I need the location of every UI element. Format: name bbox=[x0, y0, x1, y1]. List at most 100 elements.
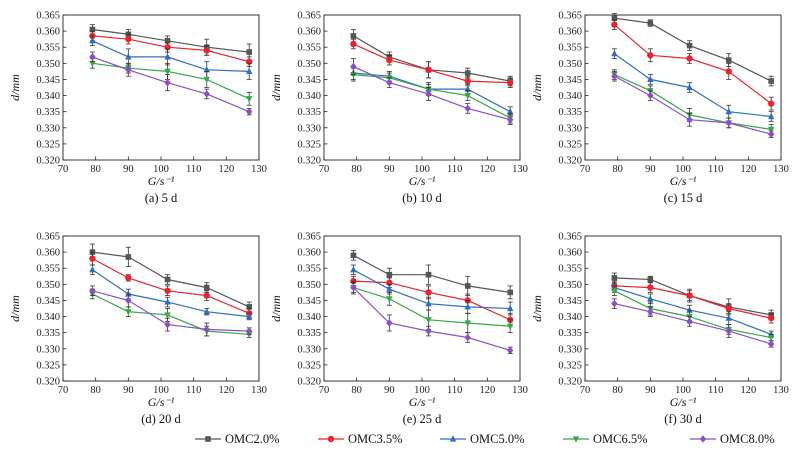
data-point bbox=[125, 53, 132, 60]
y-tick-label: 0.345 bbox=[558, 75, 582, 86]
data-point bbox=[768, 78, 774, 84]
data-point bbox=[647, 284, 654, 291]
data-point bbox=[647, 295, 654, 302]
x-tick-label: 90 bbox=[384, 164, 395, 175]
y-tick-label: 0.340 bbox=[36, 312, 60, 323]
series-line bbox=[92, 251, 250, 308]
y-tick-label: 0.350 bbox=[36, 59, 60, 70]
data-point bbox=[203, 76, 210, 84]
panel-caption: (c) 15 d bbox=[664, 191, 704, 205]
data-point bbox=[686, 317, 693, 326]
x-tick-label: 120 bbox=[740, 385, 756, 396]
y-tick-label: 0.355 bbox=[558, 43, 582, 54]
y-tick-label: 0.330 bbox=[558, 123, 582, 134]
legend-label: OMC5.0% bbox=[470, 432, 525, 446]
panel-caption: (a) 5 d bbox=[145, 191, 178, 205]
series bbox=[350, 264, 514, 316]
chart-panel: 0.320 0.325 0.330 0.335 0.340 0.345 0.350 0.355… bbox=[269, 11, 528, 206]
data-point bbox=[611, 275, 618, 281]
data-point bbox=[647, 75, 654, 83]
data-point bbox=[350, 266, 357, 273]
data-point bbox=[350, 283, 357, 292]
data-point bbox=[464, 303, 471, 310]
y-tick-label: 0.340 bbox=[297, 312, 321, 323]
data-point bbox=[725, 327, 732, 335]
y-tick-label: 0.325 bbox=[558, 360, 582, 371]
panel-caption: (d) 20 d bbox=[141, 412, 181, 426]
series bbox=[350, 66, 514, 117]
legend: OMC2.0% OMC3.5% OMC5.0% OMC6.5% OMC8.0% bbox=[195, 432, 775, 446]
y-tick-label: 0.345 bbox=[297, 296, 321, 307]
y-tick-label: 0.340 bbox=[558, 91, 582, 102]
x-tick-label: 100 bbox=[414, 385, 430, 396]
data-point bbox=[647, 91, 654, 100]
legend-item: OMC6.5% bbox=[563, 432, 648, 446]
series bbox=[611, 298, 775, 348]
data-point bbox=[464, 85, 471, 92]
series-line bbox=[614, 24, 772, 105]
data-point bbox=[203, 307, 210, 315]
data-point bbox=[164, 37, 171, 44]
series bbox=[350, 282, 514, 334]
series bbox=[350, 29, 513, 87]
x-tick-label: 70 bbox=[580, 385, 591, 396]
data-point bbox=[647, 52, 654, 59]
y-tick-label: 0.335 bbox=[297, 107, 321, 118]
series bbox=[611, 12, 774, 87]
data-point bbox=[350, 72, 357, 79]
data-point bbox=[164, 68, 171, 76]
y-tick-label: 0.355 bbox=[36, 264, 60, 275]
y-tick-label: 0.345 bbox=[36, 296, 60, 307]
data-point bbox=[89, 60, 96, 68]
x-tick-label: 70 bbox=[58, 385, 69, 396]
data-point bbox=[725, 119, 732, 127]
series-line bbox=[614, 303, 772, 345]
x-tick-label: 100 bbox=[675, 385, 691, 396]
data-point bbox=[246, 327, 253, 335]
y-tick-label: 0.365 bbox=[36, 232, 60, 243]
data-point bbox=[164, 287, 171, 294]
data-point bbox=[768, 314, 775, 322]
x-tick-label: 80 bbox=[90, 164, 101, 175]
data-point bbox=[768, 334, 775, 342]
data-point bbox=[203, 325, 210, 334]
data-point bbox=[350, 252, 357, 259]
data-point bbox=[647, 276, 654, 283]
x-tick-label: 100 bbox=[153, 164, 169, 175]
legend-marker bbox=[205, 436, 211, 442]
y-tick-label: 0.365 bbox=[297, 11, 321, 22]
x-tick-label: 130 bbox=[251, 164, 267, 175]
y-tick-label: 0.350 bbox=[558, 280, 582, 291]
data-point bbox=[611, 15, 618, 22]
series-line bbox=[353, 35, 511, 82]
x-tick-label: 90 bbox=[384, 385, 395, 396]
data-point bbox=[125, 254, 132, 260]
x-tick-label: 100 bbox=[414, 164, 430, 175]
data-point bbox=[425, 327, 432, 335]
data-point bbox=[246, 49, 252, 55]
series-line bbox=[92, 62, 250, 100]
data-point bbox=[203, 65, 210, 73]
series bbox=[611, 19, 775, 111]
y-tick-label: 0.320 bbox=[36, 156, 60, 167]
x-tick-label: 90 bbox=[123, 164, 134, 175]
y-tick-label: 0.365 bbox=[558, 232, 582, 243]
y-tick-label: 0.330 bbox=[36, 344, 60, 355]
x-tick-label: 110 bbox=[186, 164, 201, 175]
chart-panel: 0.320 0.325 0.330 0.335 0.340 0.345 0.350 0.355… bbox=[530, 232, 789, 427]
x-tick-label: 80 bbox=[612, 385, 623, 396]
chart-panel: 0.320 0.325 0.330 0.335 0.340 0.345 0.350 0.355… bbox=[530, 11, 789, 206]
x-tick-label: 90 bbox=[645, 164, 656, 175]
y-tick-label: 0.320 bbox=[297, 156, 321, 167]
panel-caption: (b) 10 d bbox=[402, 191, 442, 205]
y-tick-label: 0.335 bbox=[36, 107, 60, 118]
data-point bbox=[686, 55, 693, 62]
data-point bbox=[507, 289, 513, 296]
y-tick-label: 0.340 bbox=[558, 312, 582, 323]
y-axis-label: d/mm bbox=[8, 74, 22, 101]
x-axis-label: G/s⁻¹ bbox=[148, 395, 175, 409]
data-point bbox=[386, 319, 393, 327]
x-tick-label: 70 bbox=[580, 164, 591, 175]
series-line bbox=[92, 56, 250, 113]
data-point bbox=[686, 292, 693, 299]
